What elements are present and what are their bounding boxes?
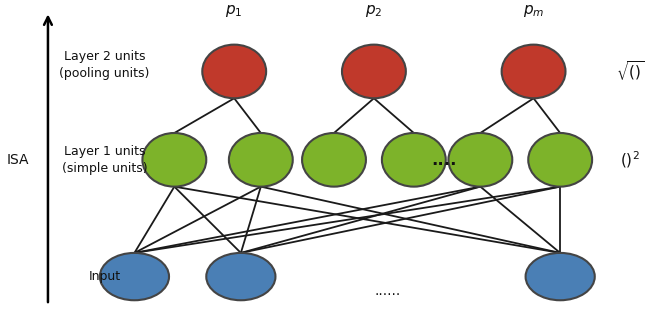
Ellipse shape [202, 45, 266, 98]
Ellipse shape [526, 253, 595, 300]
Text: $p_1$: $p_1$ [226, 4, 243, 19]
Text: ......: ...... [374, 284, 400, 298]
Text: $\sqrt{()}$: $\sqrt{()}$ [616, 60, 645, 83]
Ellipse shape [342, 45, 406, 98]
Ellipse shape [448, 133, 512, 187]
Text: Layer 2 units
(pooling units): Layer 2 units (pooling units) [59, 50, 150, 80]
Ellipse shape [229, 133, 293, 187]
Text: $p_m$: $p_m$ [523, 4, 544, 19]
Text: $()^2$: $()^2$ [620, 150, 640, 170]
Text: ISA: ISA [7, 153, 29, 167]
Text: Input: Input [88, 270, 120, 283]
Ellipse shape [502, 45, 566, 98]
Ellipse shape [206, 253, 275, 300]
Ellipse shape [382, 133, 446, 187]
Text: $p_2$: $p_2$ [365, 4, 383, 19]
Ellipse shape [100, 253, 169, 300]
Text: ....: .... [431, 151, 456, 169]
Ellipse shape [142, 133, 206, 187]
Text: Layer 1 units
(simple units): Layer 1 units (simple units) [61, 145, 148, 175]
Ellipse shape [528, 133, 592, 187]
Ellipse shape [302, 133, 366, 187]
